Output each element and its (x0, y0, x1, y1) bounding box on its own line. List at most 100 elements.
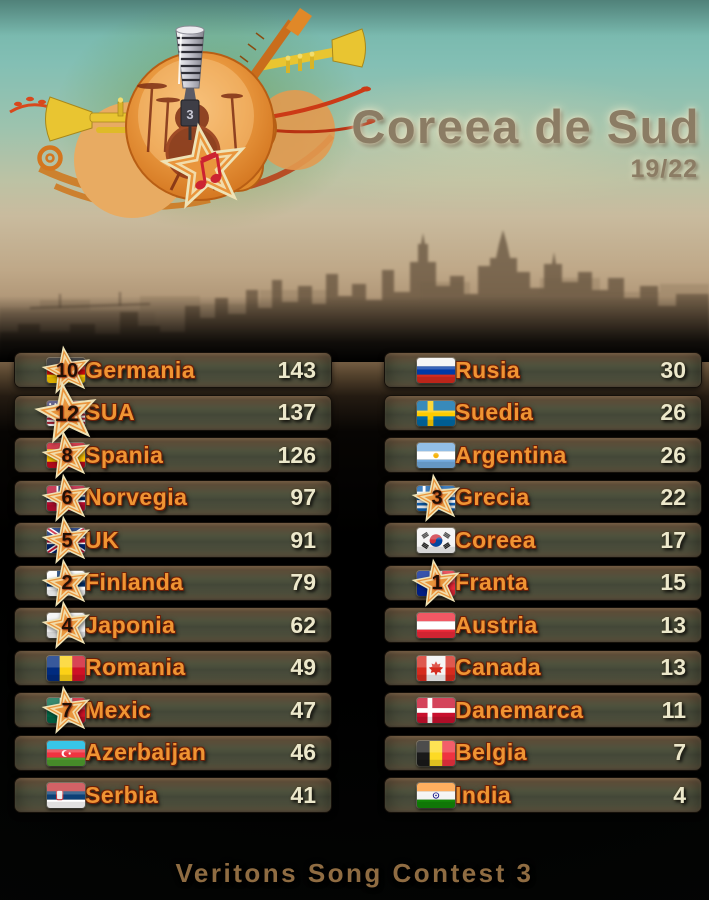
score-row-danemarca: Danemarca 11 (384, 692, 702, 728)
country-name: Austria (455, 611, 538, 638)
rs-flag-icon (47, 783, 85, 808)
country-score: 62 (290, 611, 316, 638)
score-row-argentina: Argentina 26 (384, 437, 702, 473)
page-title: Coreea de Sud (351, 100, 700, 153)
country-name: Franta (455, 569, 529, 595)
points-star-badge: 12 (31, 378, 103, 450)
score-row-spania: 8 Spania 126 (14, 430, 332, 479)
score-row-coreea: Coreea 17 (384, 522, 702, 558)
at-flag-icon (417, 613, 455, 638)
country-name: Belgia (455, 739, 528, 765)
country-score: 13 (660, 654, 686, 680)
points-value: 2 (61, 572, 73, 594)
progress-counter: 19/22 (630, 155, 698, 183)
az-flag-icon (47, 740, 85, 766)
score-row-romania: Romania 49 (14, 649, 332, 686)
score-row-norvegia: 6 Norvegia 97 (14, 473, 332, 522)
points-value: 6 (61, 487, 73, 509)
country-name: Serbia (85, 781, 159, 808)
score-row-finlanda: 2 Finlanda 79 (14, 558, 332, 607)
points-star-badge: 4 (39, 598, 95, 654)
contest-title: Veritons Song Contest 3 (175, 858, 534, 888)
country-score: 11 (661, 696, 686, 723)
points-star-badge: 1 (409, 556, 465, 612)
country-name: Finlanda (85, 569, 184, 595)
country-score: 47 (290, 696, 316, 723)
score-row-mexic: 7 Mexic 47 (14, 685, 332, 734)
points-value: 8 (61, 444, 73, 467)
ring-icon (37, 145, 63, 171)
score-row-suedia: Suedia 26 (384, 394, 702, 431)
kr-flag-icon (417, 528, 455, 553)
score-row-sua: 12 SUA 137 (14, 380, 332, 443)
country-name: UK (85, 526, 120, 553)
country-name: Danemarca (455, 696, 584, 723)
scoreboard-left-column: 10 Germania 143 12 SUA 137 8 Spania 12 6 6 Norvegia… (14, 345, 332, 820)
points-star-badge: 3 (409, 471, 465, 527)
points-value: 3 (431, 487, 443, 509)
skyline-fade-overlay (0, 296, 709, 362)
country-score: 30 (660, 356, 686, 383)
score-row-japonia: 4 Japonia 62 (14, 600, 332, 649)
country-name: Germania (85, 356, 196, 383)
points-value: 5 (61, 529, 73, 552)
country-name: Azerbaijan (85, 739, 207, 765)
country-score: 46 (290, 739, 316, 765)
country-name: Spania (85, 441, 164, 468)
country-score: 17 (660, 526, 686, 553)
country-name: India (455, 781, 512, 808)
country-score: 22 (660, 484, 686, 510)
score-row-belgia: Belgia 7 (384, 734, 702, 771)
score-row-india: India 4 (384, 777, 702, 813)
country-name: Romania (85, 654, 186, 680)
music-note-icon (195, 151, 222, 190)
score-row-austria: Austria 13 (384, 607, 702, 643)
country-name: SUA (85, 399, 136, 425)
country-name: Mexic (85, 696, 152, 723)
contest-logo: 3 (9, 8, 376, 218)
country-score: 15 (660, 569, 686, 595)
points-value: 7 (61, 699, 73, 722)
ar-flag-icon (417, 443, 455, 468)
country-name: Suedia (455, 399, 534, 425)
points-star-badge: 6 (39, 471, 95, 527)
points-value: 12 (54, 400, 80, 426)
score-row-grecia: 3 Grecia 22 (384, 473, 702, 522)
points-star-badge: 7 (39, 683, 95, 739)
score-row-canada: Canada 13 (384, 649, 702, 686)
points-value: 10 (55, 359, 79, 382)
country-score: 26 (660, 441, 686, 468)
dk-flag-icon (417, 698, 455, 723)
score-row-germania: 10 Germania 143 (14, 345, 332, 394)
in-flag-icon (417, 783, 455, 808)
se-flag-icon (417, 400, 455, 426)
country-score: 137 (277, 399, 316, 425)
country-score: 4 (673, 781, 686, 808)
country-score: 26 (660, 399, 686, 425)
points-star-badge: 5 (39, 513, 95, 569)
country-score: 49 (290, 654, 316, 680)
score-row-serbia: Serbia 41 (14, 777, 332, 813)
points-star-badge: 2 (39, 556, 95, 612)
country-name: Coreea (455, 526, 536, 553)
score-row-azerbaijan: Azerbaijan 46 (14, 734, 332, 771)
score-row-franta: 1 Franta 15 (384, 558, 702, 607)
country-name: Grecia (455, 484, 530, 510)
star-icon (159, 122, 247, 209)
score-row-rusia: Rusia 30 (384, 352, 702, 388)
mic-number: 3 (186, 107, 193, 122)
ca-flag-icon (417, 655, 455, 681)
microphone-icon: 3 (175, 25, 205, 140)
points-value: 1 (431, 572, 443, 594)
points-star-badge: 10 (39, 343, 95, 399)
country-score: 97 (290, 484, 316, 510)
country-score: 79 (290, 569, 316, 595)
country-score: 13 (660, 611, 686, 638)
score-row-uk: 5 UK 91 (14, 515, 332, 564)
ru-flag-icon (417, 358, 455, 383)
ro-flag-icon (47, 655, 85, 681)
country-score: 143 (277, 356, 316, 383)
points-value: 4 (61, 614, 73, 637)
country-score: 7 (673, 739, 686, 765)
country-name: Argentina (455, 441, 567, 468)
